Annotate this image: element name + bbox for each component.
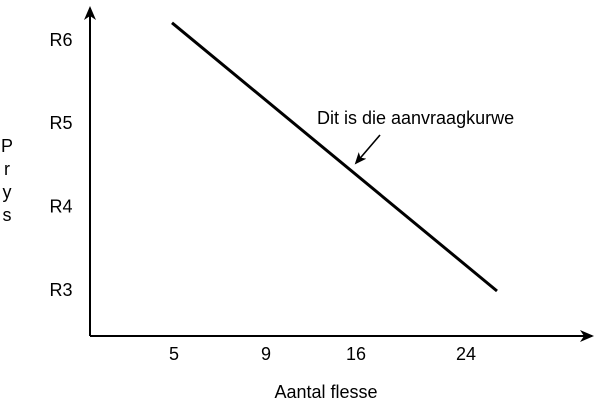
y-tick-labels: R3 R4 R5 R6 — [49, 30, 72, 300]
x-tick-labels: 5 9 16 24 — [169, 344, 476, 364]
y-axis-label-char: y — [3, 182, 12, 202]
annotation-arrow — [354, 134, 381, 165]
y-axis-label-char: s — [3, 205, 12, 225]
y-tick-label: R3 — [49, 280, 72, 300]
y-axis-label-char: r — [4, 159, 10, 179]
y-axis-label-char: P — [1, 136, 13, 156]
x-tick-label: 16 — [346, 344, 366, 364]
y-tick-label: R6 — [49, 30, 72, 50]
x-axis-label: Aantal flesse — [274, 382, 377, 402]
x-tick-label: 24 — [456, 344, 476, 364]
x-tick-label: 9 — [261, 344, 271, 364]
annotation-label: Dit is die aanvraagkurwe — [317, 108, 514, 128]
x-tick-label: 5 — [169, 344, 179, 364]
y-tick-label: R5 — [49, 113, 72, 133]
y-tick-label: R4 — [49, 197, 72, 217]
demand-curve-line — [171, 21, 498, 293]
